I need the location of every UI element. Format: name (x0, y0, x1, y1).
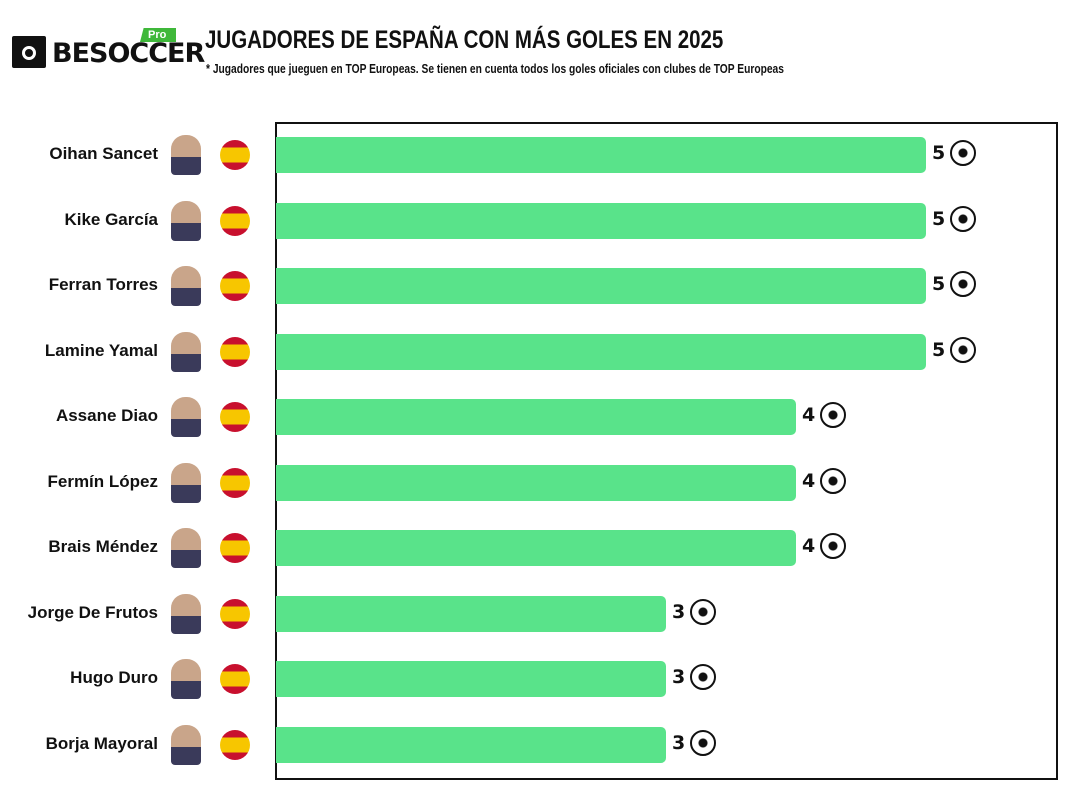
spain-flag-icon (220, 533, 250, 563)
bar (276, 595, 666, 632)
player-photo (171, 659, 201, 699)
player-photo (171, 331, 201, 372)
value-label: 5 (932, 207, 946, 230)
value-label: 3 (672, 731, 686, 754)
spain-flag-icon (220, 664, 250, 694)
player-photo (171, 135, 201, 175)
soccer-ball-icon (950, 336, 976, 363)
bar-row: Kike García 5 (0, 200, 1067, 241)
bar (276, 399, 796, 435)
bar-row: Assane Diao 4 (0, 397, 1067, 437)
chart-title: JUGADORES DE ESPAÑA CON MÁS GOLES EN 202… (205, 26, 724, 54)
player-name-label: Fermín López (47, 471, 158, 491)
soccer-ball-icon (820, 467, 846, 494)
bar-row: Jorge De Frutos 3 (0, 593, 1067, 634)
spain-flag-icon (220, 271, 250, 301)
soccer-ball-icon (950, 271, 976, 297)
spain-flag-icon (220, 205, 250, 236)
value-label: 4 (802, 469, 816, 492)
player-photo (171, 593, 201, 634)
player-name-label: Kike García (64, 209, 158, 229)
player-name-label: Jorge De Frutos (27, 602, 158, 622)
spain-flag-icon (220, 402, 250, 432)
bar (276, 726, 666, 763)
bar-row: Fermín López 4 (0, 462, 1067, 503)
bar (276, 202, 926, 239)
soccer-ball-icon (950, 205, 976, 232)
value-label: 5 (932, 273, 946, 295)
player-name-label: Brais Méndez (48, 537, 158, 556)
bar-row: Brais Méndez 4 (0, 528, 1067, 568)
soccer-ball-icon (690, 664, 716, 690)
player-name-label: Borja Mayoral (45, 733, 158, 753)
value-label: 3 (672, 666, 686, 688)
player-photo (171, 724, 201, 765)
spain-flag-icon (220, 729, 250, 760)
soccer-ball-icon (690, 598, 716, 625)
spain-flag-icon (220, 336, 250, 367)
bar (276, 661, 666, 697)
player-name-label: Hugo Duro (70, 668, 158, 687)
player-name-label: Ferran Torres (48, 275, 158, 294)
bar-row: Lamine Yamal 5 (0, 331, 1067, 372)
soccer-ball-icon (820, 533, 846, 559)
value-label: 4 (802, 535, 816, 557)
spain-flag-icon (220, 467, 250, 498)
soccer-ball-icon (820, 402, 846, 428)
logo-text: BESOCCER (52, 38, 205, 69)
value-label: 4 (802, 404, 816, 426)
player-photo (171, 462, 201, 503)
soccer-ball-icon (950, 140, 976, 166)
bar-row: Hugo Duro 3 (0, 659, 1067, 699)
logo-mark-icon (12, 36, 46, 68)
player-photo (171, 397, 201, 437)
bar (276, 268, 926, 304)
chart-subtitle: * Jugadores que jueguen en TOP Europeas.… (206, 62, 784, 76)
player-name-label: Lamine Yamal (44, 340, 158, 360)
player-photo (171, 266, 201, 306)
bar-row: Oihan Sancet 5 (0, 135, 1067, 175)
bar (276, 530, 796, 566)
bar (276, 333, 926, 370)
spain-flag-icon (220, 140, 250, 170)
plot-area (275, 122, 1058, 780)
player-photo (171, 528, 201, 568)
player-name-label: Oihan Sancet (49, 144, 158, 163)
besoccer-logo: BESOCCER Pro (12, 28, 205, 72)
value-label: 5 (932, 338, 946, 361)
player-photo (171, 200, 201, 241)
spain-flag-icon (220, 598, 250, 629)
bar (276, 137, 926, 173)
value-label: 5 (932, 142, 946, 164)
bar (276, 464, 796, 501)
bar-row: Borja Mayoral 3 (0, 724, 1067, 765)
player-name-label: Assane Diao (55, 406, 158, 425)
value-label: 3 (672, 600, 686, 623)
bar-row: Ferran Torres 5 (0, 266, 1067, 306)
pro-badge: Pro (140, 28, 177, 42)
soccer-ball-icon (690, 729, 716, 756)
